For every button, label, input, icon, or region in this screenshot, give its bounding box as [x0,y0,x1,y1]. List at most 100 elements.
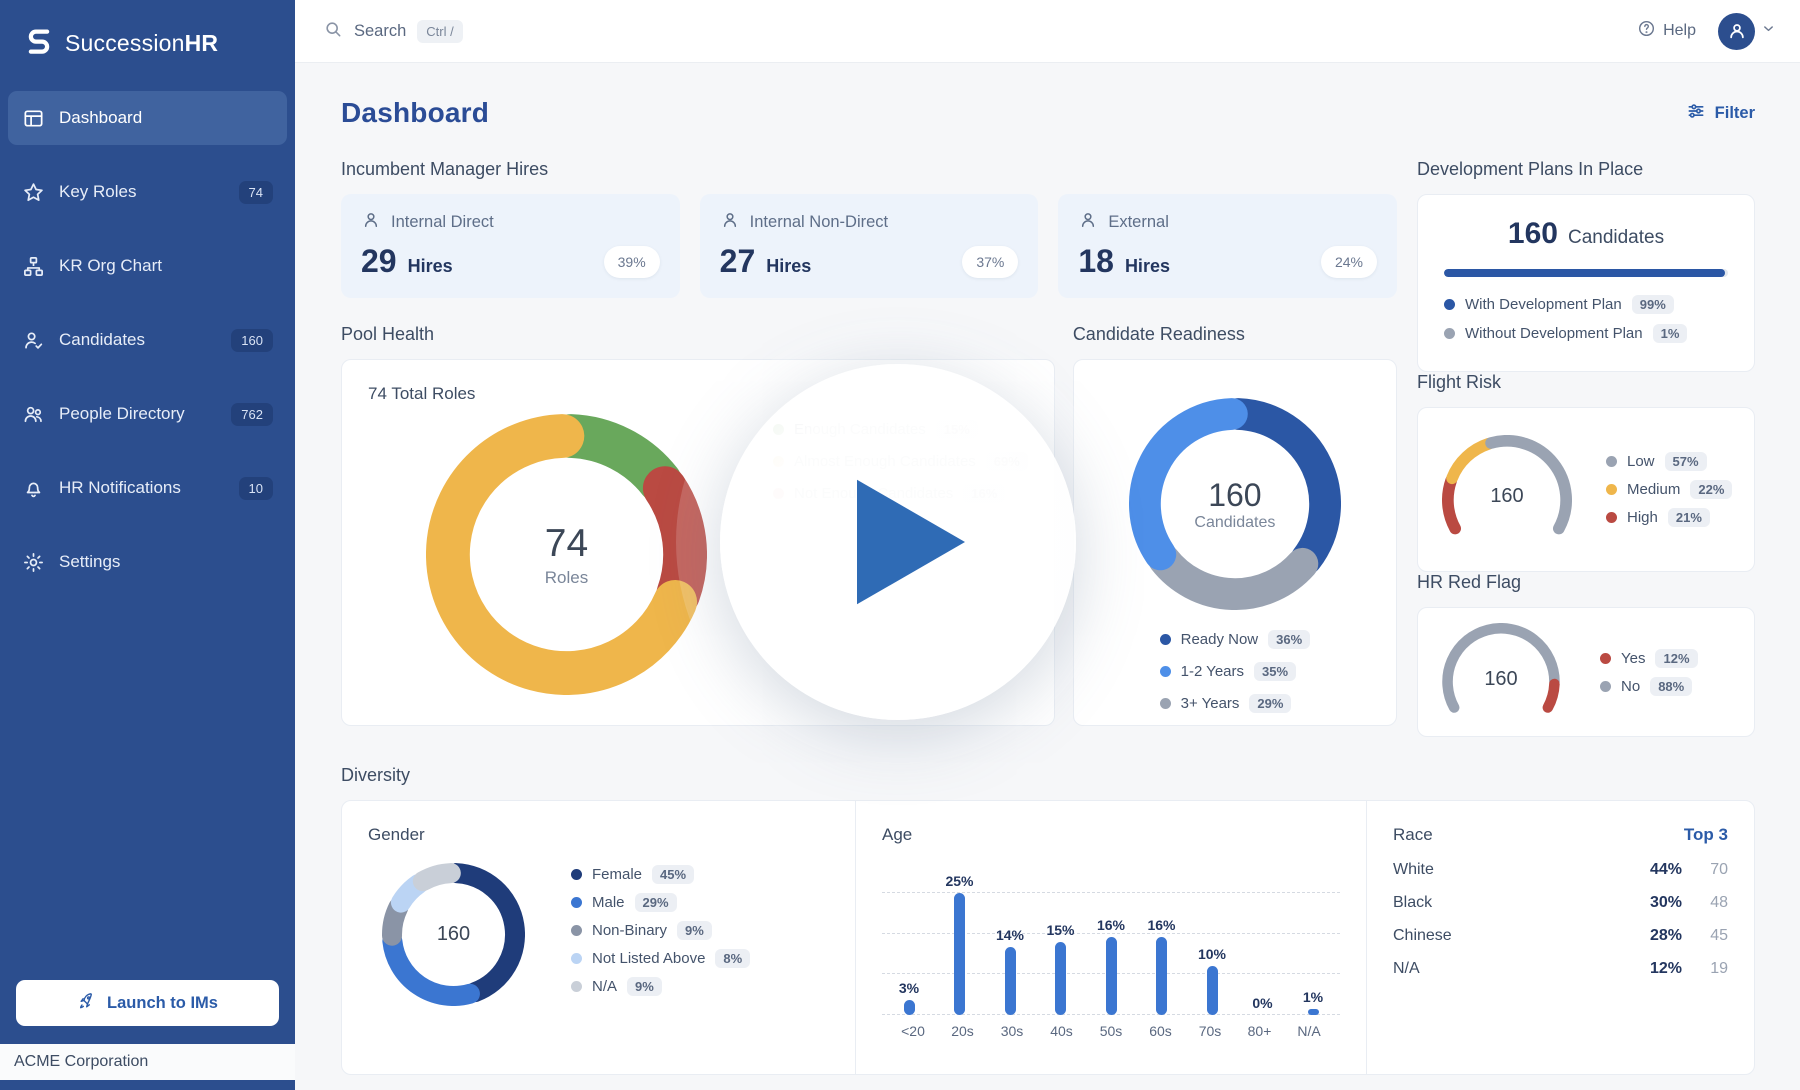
sidebar-item-hr-notifications[interactable]: HR Notifications 10 [8,461,287,515]
legend-label: Ready Now [1180,631,1259,648]
hire-card-percent-badge: 37% [962,245,1019,278]
gender-legend-item: Female 45% [571,864,750,884]
gender-center-value: 160 [436,923,471,945]
legend-label: Medium [1627,481,1681,498]
sidebar: SuccessionHR Dashboard Key Roles 74 KR O… [0,0,295,1090]
legend-percent-badge: 45% [652,864,695,884]
age-bar-value: 3% [898,980,920,997]
gender-legend-item: Non-Binary 9% [571,920,750,940]
race-count: 45 [1710,927,1728,944]
race-top3-link[interactable]: Top 3 [1683,825,1728,844]
hire-card-label: External [1108,213,1169,231]
help-label: Help [1663,22,1696,39]
age-bar-group: 0% [1244,995,1282,1015]
legend-percent-badge: 9% [627,976,662,996]
age-bar-group: 3% [890,980,928,1015]
launch-to-ims-label: Launch to IMs [107,993,218,1012]
legend-percent-badge: 88% [1650,676,1693,696]
sidebar-item-badge: 762 [231,402,273,426]
flight-risk-gauge-chart: 160 [1442,435,1572,544]
legend-dot [571,952,582,964]
legend-dot [1444,328,1455,339]
legend-percent-badge: 1% [1652,324,1688,343]
development-plans-legend-item: With Development Plan 99% [1444,295,1728,314]
flight-risk-legend-item: Medium 22% [1606,480,1733,499]
race-count: 48 [1710,894,1728,911]
right-column: Development Plans In Place 160 Candidate… [1417,159,1755,737]
race-percent: 12% [1649,960,1682,977]
legend-dot [571,868,582,880]
age-bar [1156,936,1167,1015]
filter-icon [1686,101,1706,126]
flight-risk-legend-item: High 21% [1606,508,1732,527]
candidate-readiness-donut-chart: 160 Candidates [1128,398,1341,610]
legend-percent-badge: 12% [1655,648,1698,668]
sidebar-item-people-directory[interactable]: People Directory 762 [8,387,287,441]
sidebar-item-kr-org-chart[interactable]: KR Org Chart [8,239,287,293]
filter-button[interactable]: Filter [1686,101,1755,126]
launch-to-ims-button[interactable]: Launch to IMs [16,980,279,1026]
hr-red-flag-legend-item: No 88% [1600,676,1698,696]
legend-label: N/A [592,977,618,995]
legend-label: With Development Plan [1465,296,1622,313]
hire-card-unit: Hires [766,256,812,276]
age-category-label: 30s [1000,1023,1024,1039]
legend-label: Low [1627,453,1655,470]
candidate-readiness-legend: Ready Now 36% 1-2 Years 35% 3+ Years 29% [1159,630,1311,726]
age-category-label: 50s [1099,1023,1123,1039]
age-category-label: 60s [1149,1023,1172,1039]
age-category-label: <20 [901,1023,925,1039]
rocket-icon [77,991,97,1016]
sidebar-item-settings[interactable]: Settings [8,535,287,589]
brand-prefix: Succession [65,30,185,56]
legend-label: 3+ Years [1180,695,1240,712]
topbar-right: Help [1637,12,1776,50]
sidebar-item-label: Key Roles [59,182,137,201]
hr-red-flag-gauge-chart: 160 [1442,622,1560,722]
legend-dot [1159,666,1171,677]
legend-label: Female [592,865,643,883]
race-percent: 30% [1649,894,1682,911]
gender-column: Gender 160 Female 45% Male 29% Non-Binary 9% N… [342,801,856,1074]
legend-dot [571,980,582,992]
hr-red-flag-center-value: 160 [1484,668,1518,691]
hr-red-flag-legend-item: Yes 12% [1600,648,1698,668]
flight-risk-legend: Low 57% Medium 22% High 21% [1606,452,1733,527]
gender-legend-item: Male 29% [571,892,750,912]
sidebar-item-key-roles[interactable]: Key Roles 74 [8,165,287,219]
pool-health-center-label: Roles [544,567,589,587]
sidebar-item-candidates[interactable]: Candidates 160 [8,313,287,367]
sidebar-item-label: People Directory [59,404,185,423]
hire-card-internal-direct: Internal Direct 29 Hires 39% [341,194,680,298]
race-column: Race Top 3 White 44% 70 Black 30% 48 Chinese 28… [1367,801,1754,1074]
race-percent: 44% [1649,861,1682,878]
company-name: ACME Corporation [0,1044,295,1080]
search-shortcut-badge: Ctrl / [417,19,463,43]
pool-health-donut-chart: 74 Roles [426,414,707,695]
help-icon [1637,19,1656,43]
race-row: Chinese 28% 45 [1393,927,1728,945]
flight-risk-center-value: 160 [1490,485,1524,508]
sidebar-item-dashboard[interactable]: Dashboard [8,91,287,145]
legend-percent-badge: 35% [1254,662,1297,681]
search-input[interactable]: Search Ctrl / [323,19,463,44]
legend-label: Non-Binary [592,921,668,939]
hire-cards: Internal Direct 29 Hires 39% Internal No… [341,194,1398,298]
gender-legend-item: Not Listed Above 8% [571,948,751,968]
hire-card-value: 29 [361,243,397,279]
video-play-overlay[interactable] [720,364,1076,720]
age-bar-group: 14% [991,927,1029,1015]
age-bar-value: 14% [995,926,1025,943]
hr-red-flag-card: 160 Yes 12% No 88% [1417,607,1755,737]
user-menu[interactable] [1718,12,1776,50]
content: Dashboard Filter Incumbent Manager Hires… [295,63,1800,1090]
section-title-candidate-readiness: Candidate Readiness [1072,324,1245,344]
people-icon [22,403,45,426]
age-bar-value: 0% [1252,995,1273,1011]
legend-dot [1444,299,1455,310]
help-button[interactable]: Help [1637,19,1696,43]
topbar: Search Ctrl / Help [295,0,1800,63]
legend-percent-badge: 36% [1268,630,1311,649]
avatar [1718,12,1755,50]
